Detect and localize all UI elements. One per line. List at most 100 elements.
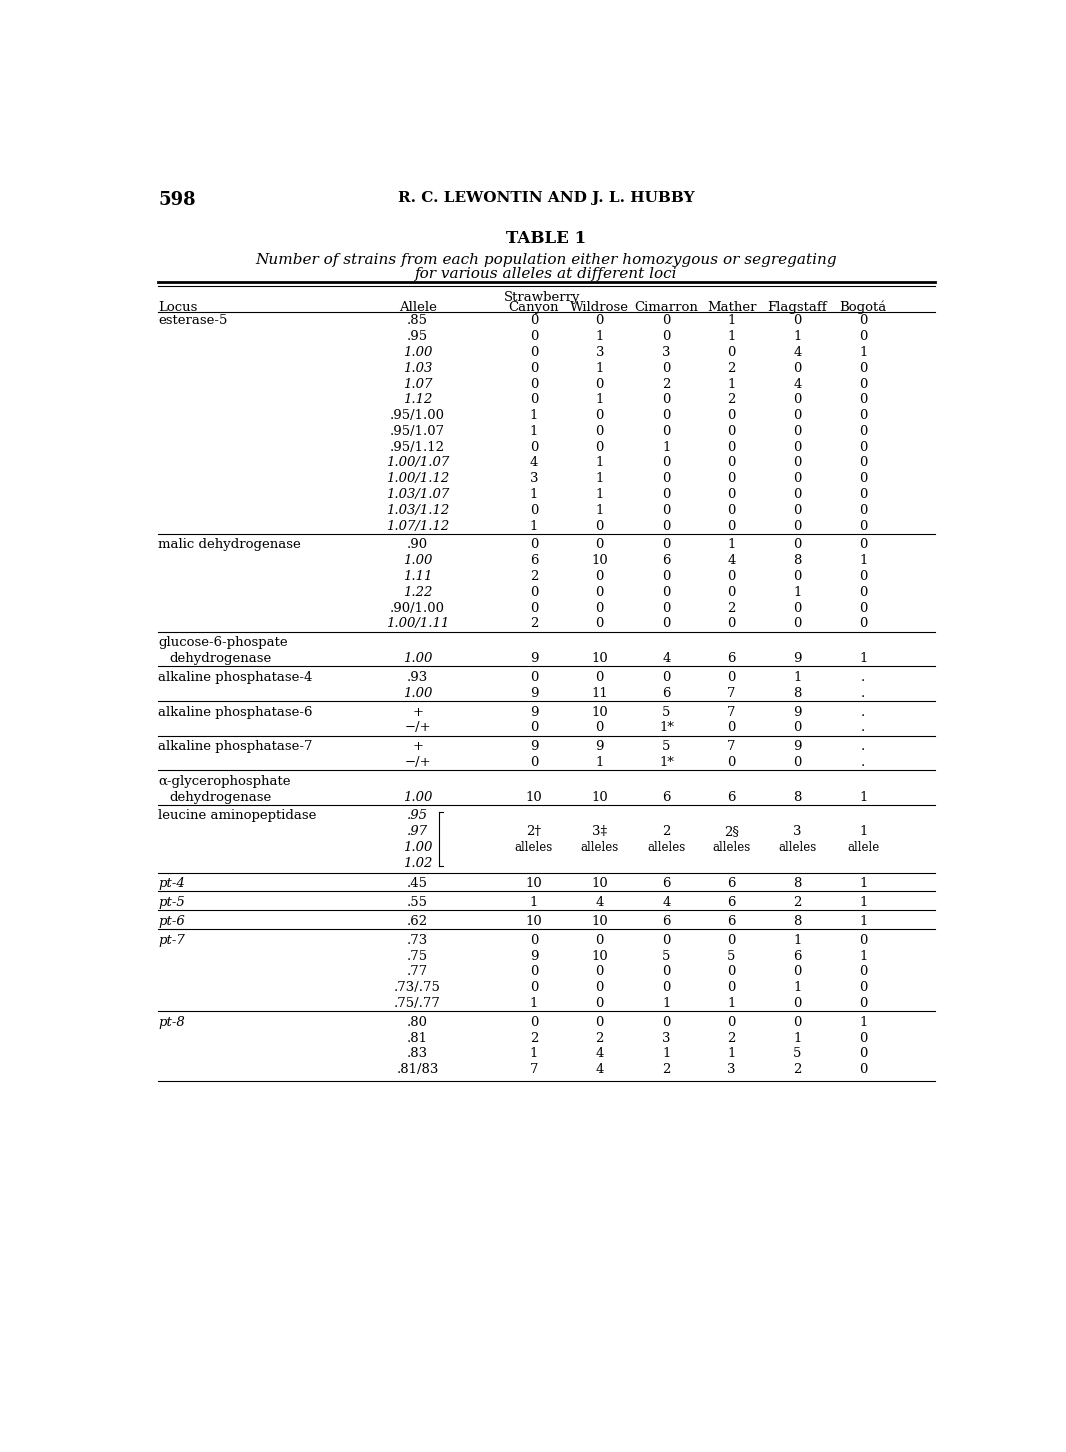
Text: 0: 0 bbox=[530, 722, 538, 735]
Text: 0: 0 bbox=[530, 346, 538, 359]
Text: 1.07/1.12: 1.07/1.12 bbox=[386, 520, 449, 533]
Text: 0: 0 bbox=[793, 966, 802, 979]
Text: 1: 1 bbox=[859, 1016, 868, 1029]
Text: 0: 0 bbox=[727, 520, 736, 533]
Text: 1.02: 1.02 bbox=[403, 857, 433, 870]
Text: 0: 0 bbox=[530, 315, 538, 327]
Text: 1.03/1.12: 1.03/1.12 bbox=[386, 504, 449, 517]
Text: 1.00: 1.00 bbox=[403, 687, 433, 700]
Text: .95/1.12: .95/1.12 bbox=[390, 440, 446, 453]
Text: 2: 2 bbox=[662, 825, 671, 838]
Text: 1: 1 bbox=[793, 330, 802, 343]
Text: 9: 9 bbox=[530, 950, 538, 963]
Text: 0: 0 bbox=[859, 520, 868, 533]
Text: 6: 6 bbox=[662, 877, 671, 890]
Text: 0: 0 bbox=[662, 472, 671, 485]
Text: 9: 9 bbox=[596, 741, 604, 754]
Text: 0: 0 bbox=[727, 456, 736, 469]
Text: 0: 0 bbox=[727, 1016, 736, 1029]
Text: .55: .55 bbox=[407, 896, 429, 909]
Text: 1.22: 1.22 bbox=[403, 585, 433, 598]
Text: 3: 3 bbox=[530, 472, 538, 485]
Text: 1: 1 bbox=[596, 488, 604, 501]
Text: pt-6: pt-6 bbox=[158, 915, 184, 928]
Text: 0: 0 bbox=[662, 520, 671, 533]
Text: 1: 1 bbox=[859, 555, 868, 568]
Text: 1: 1 bbox=[662, 1047, 671, 1060]
Text: 0: 0 bbox=[662, 934, 671, 947]
Text: 0: 0 bbox=[727, 488, 736, 501]
Text: 0: 0 bbox=[662, 966, 671, 979]
Text: dehydrogenase: dehydrogenase bbox=[169, 652, 272, 665]
Text: 0: 0 bbox=[530, 393, 538, 407]
Text: 1.00/1.07: 1.00/1.07 bbox=[386, 456, 449, 469]
Text: 1: 1 bbox=[859, 791, 868, 803]
Text: .75: .75 bbox=[407, 950, 429, 963]
Text: 7: 7 bbox=[727, 687, 736, 700]
Text: 0: 0 bbox=[793, 617, 802, 630]
Text: 0: 0 bbox=[793, 504, 802, 517]
Text: 6: 6 bbox=[727, 915, 736, 928]
Text: 1: 1 bbox=[727, 378, 736, 391]
Text: alleles: alleles bbox=[778, 841, 817, 854]
Text: 0: 0 bbox=[859, 315, 868, 327]
Text: glucose-6-phospate: glucose-6-phospate bbox=[158, 636, 288, 649]
Text: .73/.75: .73/.75 bbox=[394, 982, 441, 995]
Text: 0: 0 bbox=[662, 617, 671, 630]
Text: 9: 9 bbox=[530, 687, 538, 700]
Text: 6: 6 bbox=[662, 915, 671, 928]
Text: 0: 0 bbox=[662, 393, 671, 407]
Text: 5: 5 bbox=[793, 1047, 802, 1060]
Text: .90/1.00: .90/1.00 bbox=[390, 601, 446, 614]
Text: 10: 10 bbox=[592, 915, 609, 928]
Text: 0: 0 bbox=[530, 362, 538, 375]
Text: 1: 1 bbox=[530, 896, 538, 909]
Text: 10: 10 bbox=[526, 915, 543, 928]
Text: .73: .73 bbox=[407, 934, 429, 947]
Text: 3: 3 bbox=[662, 346, 671, 359]
Text: 1: 1 bbox=[727, 330, 736, 343]
Text: 0: 0 bbox=[793, 409, 802, 423]
Text: .83: .83 bbox=[407, 1047, 429, 1060]
Text: 0: 0 bbox=[662, 1016, 671, 1029]
Text: 4: 4 bbox=[662, 896, 671, 909]
Text: 0: 0 bbox=[793, 520, 802, 533]
Text: 0: 0 bbox=[859, 539, 868, 552]
Text: 0: 0 bbox=[793, 472, 802, 485]
Text: 5: 5 bbox=[727, 950, 736, 963]
Text: 0: 0 bbox=[596, 425, 604, 439]
Text: 0: 0 bbox=[727, 966, 736, 979]
Text: 4: 4 bbox=[596, 1063, 604, 1076]
Text: 2: 2 bbox=[727, 601, 736, 614]
Text: 0: 0 bbox=[859, 1047, 868, 1060]
Text: 0: 0 bbox=[859, 409, 868, 423]
Text: 2†: 2† bbox=[527, 825, 542, 838]
Text: 0: 0 bbox=[662, 330, 671, 343]
Text: .81/83: .81/83 bbox=[397, 1063, 439, 1076]
Text: 8: 8 bbox=[793, 687, 802, 700]
Text: 0: 0 bbox=[596, 671, 604, 684]
Text: alleles: alleles bbox=[515, 841, 553, 854]
Text: 0: 0 bbox=[859, 571, 868, 584]
Text: 2: 2 bbox=[662, 378, 671, 391]
Text: 0: 0 bbox=[662, 488, 671, 501]
Text: malic dehydrogenase: malic dehydrogenase bbox=[158, 539, 301, 552]
Text: 1: 1 bbox=[727, 315, 736, 327]
Text: 0: 0 bbox=[859, 585, 868, 598]
Text: 1: 1 bbox=[859, 950, 868, 963]
Text: 0: 0 bbox=[793, 601, 802, 614]
Text: 1: 1 bbox=[859, 915, 868, 928]
Text: .93: .93 bbox=[407, 671, 429, 684]
Text: 0: 0 bbox=[859, 362, 868, 375]
Text: 0: 0 bbox=[662, 671, 671, 684]
Text: pt-5: pt-5 bbox=[158, 896, 184, 909]
Text: Cimarron: Cimarron bbox=[634, 301, 698, 314]
Text: .62: .62 bbox=[407, 915, 429, 928]
Text: alkaline phosphatase-7: alkaline phosphatase-7 bbox=[158, 741, 312, 754]
Text: 9: 9 bbox=[530, 706, 538, 719]
Text: 0: 0 bbox=[793, 998, 802, 1011]
Text: Number of strains from each population either homozygous or segregating: Number of strains from each population e… bbox=[256, 253, 837, 267]
Text: Locus: Locus bbox=[158, 301, 197, 314]
Text: 2: 2 bbox=[793, 896, 802, 909]
Text: 1.03/1.07: 1.03/1.07 bbox=[386, 488, 449, 501]
